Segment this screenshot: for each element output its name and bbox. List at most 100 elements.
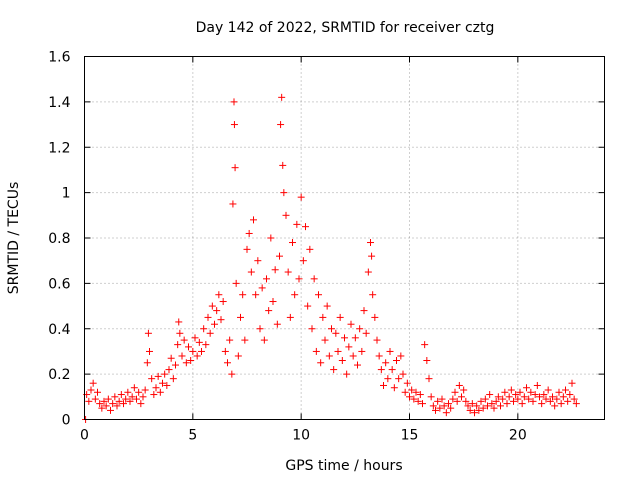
data-point bbox=[178, 352, 186, 360]
data-point bbox=[169, 375, 177, 383]
data-point bbox=[176, 329, 184, 337]
data-point bbox=[115, 397, 123, 405]
data-point bbox=[471, 409, 478, 417]
data-point bbox=[499, 395, 507, 403]
data-point bbox=[538, 400, 546, 408]
y-tick-label: 0.6 bbox=[48, 276, 70, 292]
data-point bbox=[507, 386, 515, 394]
data-point bbox=[241, 336, 249, 344]
data-point bbox=[466, 406, 474, 414]
data-point bbox=[397, 352, 405, 360]
data-point bbox=[434, 397, 442, 405]
data-point bbox=[527, 388, 535, 396]
data-point bbox=[231, 164, 239, 172]
data-point bbox=[531, 391, 539, 399]
data-point bbox=[219, 298, 227, 306]
data-point bbox=[291, 291, 299, 299]
data-point bbox=[277, 121, 285, 129]
data-point bbox=[399, 370, 407, 378]
data-point bbox=[525, 395, 533, 403]
data-point bbox=[245, 229, 253, 237]
data-point bbox=[152, 384, 160, 392]
axis-tick-labels: 0 5 10 15 20 0 0.2 0.4 0.6 0.8 1 1.2 1.4 1.6 bbox=[48, 50, 527, 444]
data-point bbox=[423, 357, 431, 365]
data-point bbox=[273, 320, 281, 328]
data-point bbox=[345, 343, 353, 351]
data-point bbox=[458, 393, 465, 401]
data-point bbox=[468, 400, 476, 408]
data-point bbox=[135, 388, 143, 396]
data-point bbox=[503, 400, 511, 408]
data-point bbox=[570, 395, 578, 403]
data-point bbox=[252, 291, 260, 299]
data-point bbox=[310, 275, 318, 283]
data-point bbox=[182, 359, 190, 367]
data-point bbox=[189, 347, 197, 355]
data-point bbox=[315, 291, 322, 299]
data-point bbox=[373, 336, 381, 344]
data-point bbox=[455, 381, 463, 389]
data-point bbox=[308, 325, 316, 333]
data-point bbox=[555, 388, 563, 396]
data-point bbox=[279, 161, 287, 169]
data-point bbox=[533, 381, 541, 389]
data-point bbox=[319, 313, 327, 321]
data-point bbox=[351, 334, 359, 342]
data-point bbox=[388, 366, 396, 374]
data-point bbox=[382, 359, 390, 367]
data-point bbox=[334, 347, 342, 355]
data-point bbox=[208, 302, 216, 310]
data-point bbox=[254, 257, 262, 265]
data-point bbox=[356, 325, 364, 333]
data-point bbox=[536, 393, 543, 401]
data-point bbox=[265, 307, 273, 315]
y-tick-label: 1 bbox=[62, 186, 71, 202]
data-point bbox=[107, 406, 114, 414]
data-point bbox=[122, 395, 130, 403]
data-point bbox=[258, 284, 266, 292]
data-point bbox=[102, 402, 110, 410]
data-point bbox=[133, 395, 140, 403]
data-point bbox=[239, 291, 247, 299]
x-axis-label: GPS time / hours bbox=[285, 458, 402, 474]
data-point bbox=[193, 352, 201, 360]
data-point bbox=[425, 375, 433, 383]
data-point bbox=[141, 386, 149, 394]
data-point bbox=[263, 275, 270, 283]
data-point bbox=[185, 343, 192, 351]
data-point bbox=[250, 216, 257, 224]
data-point bbox=[146, 347, 153, 355]
data-point bbox=[156, 388, 164, 396]
data-point bbox=[568, 379, 576, 387]
data-point bbox=[211, 320, 218, 328]
data-point bbox=[323, 302, 331, 310]
data-point bbox=[338, 357, 346, 365]
data-point bbox=[442, 409, 450, 417]
data-point bbox=[529, 397, 537, 405]
data-point bbox=[124, 388, 132, 396]
data-point bbox=[449, 395, 457, 403]
data-points bbox=[82, 93, 580, 423]
data-point bbox=[215, 291, 223, 299]
data-point bbox=[540, 391, 548, 399]
data-point bbox=[130, 384, 138, 392]
data-point bbox=[232, 279, 240, 287]
data-point bbox=[195, 338, 203, 346]
data-point bbox=[432, 406, 439, 414]
data-point bbox=[89, 379, 97, 387]
data-point bbox=[267, 234, 275, 242]
data-point bbox=[175, 318, 183, 326]
data-point bbox=[100, 397, 108, 405]
data-point bbox=[393, 357, 400, 365]
data-point bbox=[384, 375, 392, 383]
data-point bbox=[566, 391, 574, 399]
data-point bbox=[412, 388, 420, 396]
data-point bbox=[377, 366, 385, 374]
data-point bbox=[302, 223, 309, 231]
data-point bbox=[94, 388, 101, 396]
data-point bbox=[542, 395, 550, 403]
data-point bbox=[256, 325, 264, 333]
data-point bbox=[228, 370, 236, 378]
data-point bbox=[516, 388, 524, 396]
